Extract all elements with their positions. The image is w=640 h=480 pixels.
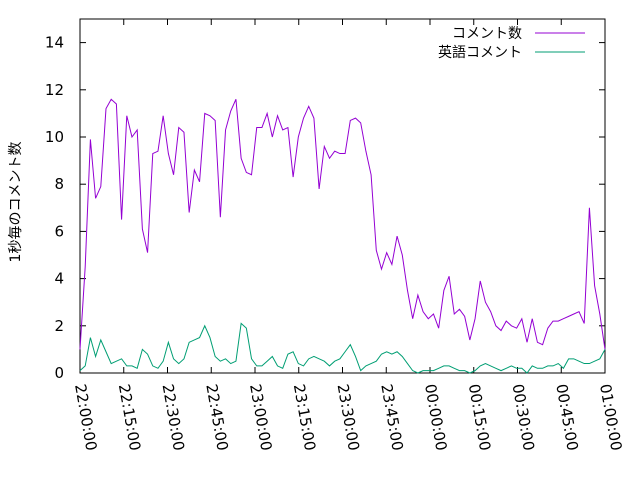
- x-tick-label: 00:15:00: [465, 383, 494, 452]
- y-tick-label: 14: [45, 34, 64, 52]
- series-layer: [79, 98, 606, 374]
- x-tick-label: 23:00:00: [246, 383, 275, 452]
- y-tick-label: 2: [54, 317, 64, 335]
- x-tick-label: 00:30:00: [509, 383, 538, 452]
- x-tick-label: 22:45:00: [202, 383, 231, 452]
- x-tick-label: 01:00:00: [596, 383, 625, 452]
- y-tick-label: 8: [54, 175, 64, 193]
- legend-label-1: コメント数: [452, 26, 522, 42]
- y-tick-label: 0: [54, 364, 64, 382]
- series-line-2: [79, 322, 606, 374]
- plot-frame: [79, 18, 606, 374]
- series-line-1: [79, 98, 606, 350]
- x-tick-label: 00:45:00: [552, 383, 581, 452]
- x-tick-label: 22:00:00: [71, 383, 100, 452]
- x-tick-label: 00:00:00: [421, 383, 450, 452]
- x-tick-label: 23:15:00: [290, 383, 319, 452]
- y-tick-label: 6: [54, 222, 64, 240]
- y-tick-label: 12: [45, 81, 64, 99]
- x-axis: 22:00:00 22:15:00 22:30:00 22:45:00 23:00:00…: [71, 19, 625, 452]
- x-tick-label: 23:45:00: [377, 383, 406, 452]
- x-tick-label: 22:15:00: [115, 383, 144, 452]
- x-tick-label: 23:30:00: [334, 383, 363, 452]
- y-tick-label: 4: [54, 270, 64, 288]
- legend-label-2: 英語コメント: [438, 44, 522, 61]
- x-tick-label: 22:30:00: [159, 383, 188, 452]
- y-axis: 0 2 4 6 8 10 12 14: [45, 34, 605, 382]
- y-axis-label: 1秒毎のコメント数: [8, 142, 24, 263]
- y-tick-label: 10: [45, 128, 64, 146]
